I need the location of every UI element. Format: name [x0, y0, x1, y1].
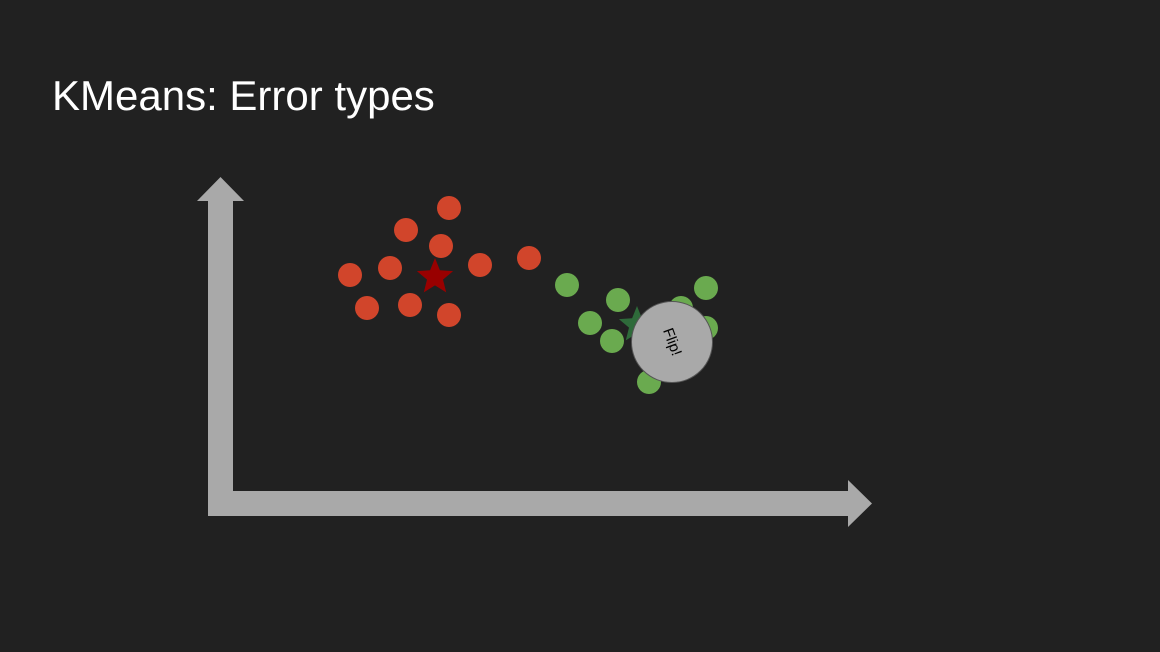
green-point — [555, 273, 579, 297]
green-point — [694, 276, 718, 300]
red-point — [394, 218, 418, 242]
flip-circle — [631, 301, 713, 383]
x-axis-arrow — [208, 480, 872, 527]
red-point — [429, 234, 453, 258]
y-axis-arrow — [197, 177, 244, 516]
flip-annotation: Flip! — [631, 301, 713, 383]
red-point — [378, 256, 402, 280]
red-point — [338, 263, 362, 287]
red-point — [517, 246, 541, 270]
red-point — [437, 196, 461, 220]
red-point — [355, 296, 379, 320]
red-centroid-star-icon — [416, 258, 454, 293]
red-point — [437, 303, 461, 327]
green-point — [578, 311, 602, 335]
red-point — [468, 253, 492, 277]
green-point — [600, 329, 624, 353]
slide-title: KMeans: Error types — [52, 72, 435, 119]
green-point — [606, 288, 630, 312]
red-cluster — [338, 196, 541, 327]
red-point — [398, 293, 422, 317]
axes — [197, 177, 872, 527]
